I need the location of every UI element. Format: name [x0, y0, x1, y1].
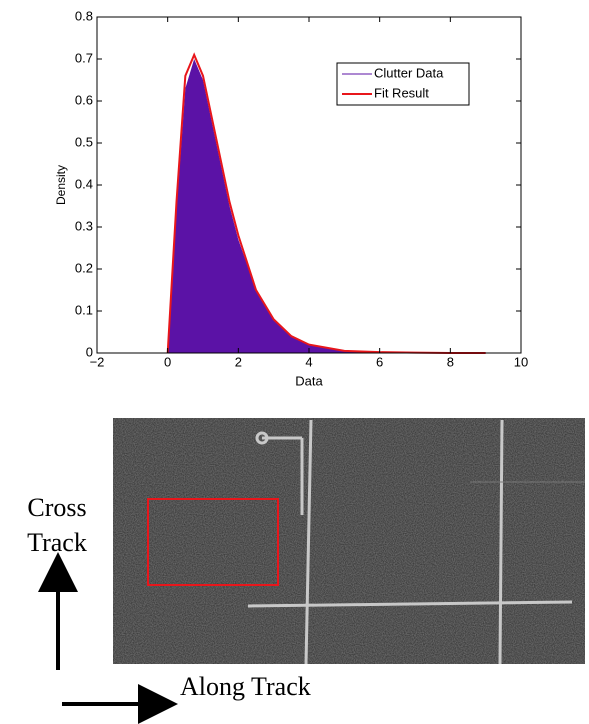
y-tick-label: 0.2 — [75, 260, 93, 275]
y-tick-label: 0.5 — [75, 134, 93, 149]
y-tick-label: 0.4 — [75, 176, 93, 191]
x-tick-label: 10 — [514, 354, 528, 369]
x-tick-label: 0 — [164, 354, 171, 369]
area — [167, 59, 486, 353]
cross-track-label: Track — [27, 528, 87, 557]
y-tick-label: 0.3 — [75, 218, 93, 233]
cross-track-label: Cross — [27, 493, 86, 522]
sar-image — [113, 418, 585, 665]
along-track-label: Along Track — [180, 672, 311, 701]
y-tick-label: 0.7 — [75, 50, 93, 65]
image-tracks — [247, 419, 585, 665]
density-chart: Data Density 0 0.1 0.2 0.3 0.4 0.5 0.6 0.7 0.8 −2… — [54, 8, 528, 388]
x-tick-label: 6 — [376, 354, 383, 369]
y-tick-label: 0 — [86, 344, 93, 359]
legend-box — [336, 62, 470, 106]
x-tick-label: −2 — [90, 354, 105, 369]
legend-label: Fit Result — [374, 85, 429, 100]
selection-box — [147, 498, 279, 586]
line — [166, 52, 486, 354]
y-tick-label: 0.6 — [75, 92, 93, 107]
x-tick-label: 8 — [447, 354, 454, 369]
x-axis-label: Data — [295, 373, 323, 388]
y-tick-label: 0.8 — [75, 8, 93, 23]
image-speckle — [113, 418, 585, 664]
legend-label: Clutter Data — [374, 65, 444, 80]
x-tick-label: 4 — [305, 354, 312, 369]
legend: Clutter Data Fit Result — [336, 62, 470, 106]
x-tick-label: 2 — [235, 354, 242, 369]
y-tick-label: 0.1 — [75, 302, 93, 317]
y-axis-label: Density — [54, 165, 68, 205]
